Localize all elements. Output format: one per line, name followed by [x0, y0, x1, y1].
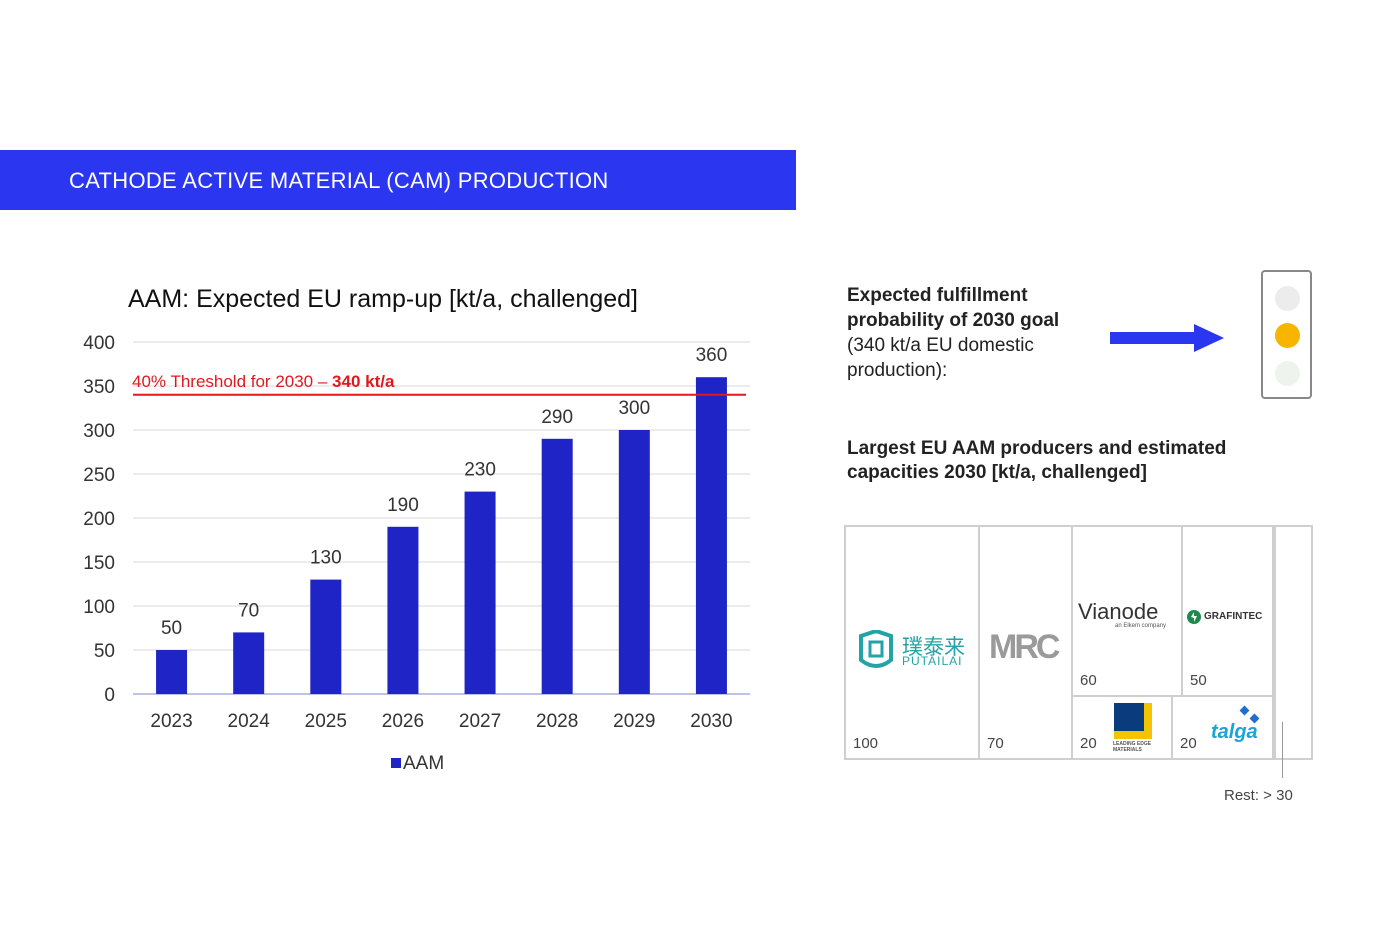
producer-cell-mrc: MRC 70	[980, 527, 1073, 758]
traffic-light-icon	[1261, 270, 1312, 399]
bar-chart: 0 50 100 150 200 250 300 350 400 50 2023 70 2024 130 2…	[83, 333, 750, 732]
x-tick-label: 2029	[613, 711, 655, 732]
putailai-name: PUTAILAI	[902, 654, 963, 668]
section-title: CATHODE ACTIVE MATERIAL (CAM) PRODUCTION	[69, 168, 609, 193]
traffic-light-yellow-on	[1275, 323, 1300, 348]
y-tick-label: 300	[83, 421, 115, 442]
data-label: 50	[161, 618, 182, 639]
producer-cell-putailai: 璞泰来 PUTAILAI 100	[846, 527, 980, 758]
talga-logo: talga	[1211, 721, 1258, 743]
leading-edge-value: 20	[1080, 735, 1097, 752]
data-label: 70	[238, 600, 259, 621]
talga-logo-icon	[1239, 705, 1260, 724]
producer-cell-grafintec: GRAFINTEC 50	[1183, 527, 1274, 697]
producer-cell-vianode: Vianode an Elkem company 60	[1073, 527, 1183, 697]
putailai-logo-icon	[859, 630, 893, 668]
y-tick-label: 150	[83, 553, 115, 574]
x-tick-label: 2028	[536, 711, 578, 732]
legend-label: AAM	[403, 753, 445, 774]
grafintec-logo-icon	[1187, 610, 1201, 624]
fulfillment-line-4: production):	[847, 360, 948, 381]
y-tick-label: 350	[83, 377, 115, 398]
section-banner	[0, 150, 796, 210]
data-label: 300	[618, 398, 650, 419]
bar	[695, 377, 727, 694]
bar	[310, 579, 342, 694]
y-tick-label: 200	[83, 509, 115, 530]
fulfillment-line-3: (340 kt/a EU domestic	[847, 335, 1034, 356]
producer-cell-leading-edge: LEADING EDGE MATERIALS 20	[1073, 697, 1173, 758]
traffic-light-red-off	[1275, 286, 1300, 311]
rest-callout-line	[1282, 722, 1283, 778]
x-tick-label: 2023	[150, 711, 192, 732]
x-tick-label: 2025	[305, 711, 347, 732]
x-tick-label: 2030	[690, 711, 732, 732]
putailai-chinese-name: 璞泰来	[902, 636, 965, 659]
fulfillment-line-1: Expected fulfillment	[847, 285, 1028, 306]
mrc-logo: MRC	[989, 628, 1060, 666]
threshold-label-value: 340 kt/a	[332, 372, 395, 391]
y-tick-label: 400	[83, 333, 115, 354]
x-tick-label: 2024	[228, 711, 271, 732]
chart-title: AAM: Expected EU ramp-up [kt/a, challeng…	[128, 285, 638, 313]
fulfillment-line-2: probability of 2030 goal	[847, 310, 1060, 331]
data-label: 290	[541, 407, 573, 428]
producer-cell-rest	[1274, 527, 1311, 758]
mrc-value: 70	[987, 735, 1004, 752]
fulfillment-text: Expected fulfillment probability of 2030…	[847, 283, 1107, 383]
bar	[233, 632, 265, 694]
producers-treemap: 璞泰来 PUTAILAI 100 MRC 70 Vianode an Elkem…	[844, 525, 1313, 760]
data-label: 230	[464, 460, 496, 481]
y-tick-label: 50	[94, 641, 115, 662]
vianode-logo: Vianode	[1078, 599, 1159, 624]
bar	[464, 491, 496, 694]
y-tick-label: 0	[104, 685, 115, 706]
bar	[156, 650, 188, 694]
traffic-light-green-off	[1275, 361, 1300, 386]
grafintec-logo: GRAFINTEC	[1204, 611, 1263, 622]
threshold-label-prefix: 40% Threshold for 2030 –	[132, 372, 333, 391]
bar	[618, 430, 650, 694]
y-tick-label: 100	[83, 597, 115, 618]
data-label: 190	[387, 495, 419, 516]
arrow-right-icon	[1110, 324, 1224, 352]
leading-edge-name: LEADING EDGE MATERIALS	[1113, 741, 1152, 753]
x-tick-label: 2027	[459, 711, 501, 732]
producers-title: Largest EU AAM producers and estimated c…	[847, 438, 1227, 483]
data-label: 360	[696, 345, 728, 366]
talga-value: 20	[1180, 735, 1197, 752]
rest-label: Rest: > 30	[1224, 787, 1293, 804]
y-tick-label: 250	[83, 465, 115, 486]
producer-cell-talga: talga 20	[1173, 697, 1274, 758]
bar	[387, 526, 419, 694]
data-label: 130	[310, 548, 342, 569]
bar	[541, 438, 573, 694]
leading-edge-logo-icon	[1114, 703, 1152, 739]
vianode-tagline: an Elkem company	[1115, 623, 1167, 629]
legend-swatch	[391, 758, 401, 768]
threshold-label: 40% Threshold for 2030 – 340 kt/a	[132, 372, 394, 392]
vianode-value: 60	[1080, 672, 1097, 689]
putailai-value: 100	[853, 735, 879, 752]
grafintec-value: 50	[1190, 672, 1207, 689]
x-tick-label: 2026	[382, 711, 424, 732]
chart-legend: AAM	[391, 753, 444, 775]
